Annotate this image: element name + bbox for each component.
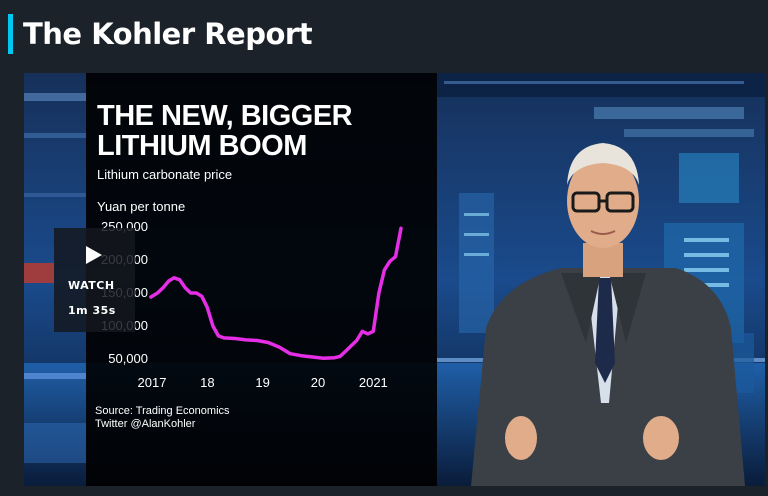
play-icon — [86, 246, 102, 264]
source-line-2: Twitter @AlanKohler — [95, 418, 196, 430]
lithium-price-chart: 250,000200,000150,000100,00050,000201718… — [101, 219, 403, 390]
headline-line-2: LITHIUM BOOM — [97, 130, 307, 162]
headline-line-1: THE NEW, BIGGER — [97, 100, 353, 132]
price-series-line — [149, 226, 403, 361]
y-axis-label: Yuan per tonne — [97, 199, 186, 214]
watch-label: WATCH — [68, 279, 115, 292]
presenter — [471, 143, 745, 486]
video-duration: 1m 35s — [68, 304, 116, 317]
x-tick-label: 2021 — [359, 375, 388, 390]
source-line-1: Source: Trading Economics — [95, 405, 230, 417]
watch-video-button[interactable]: WATCH 1m 35s — [54, 228, 135, 332]
chart-source: Source: Trading Economics Twitter @AlanK… — [95, 405, 230, 431]
section-title: The Kohler Report — [23, 17, 313, 51]
graphic-headline: THE NEW, BIGGER LITHIUM BOOM — [97, 100, 353, 162]
chart-graphic: THE NEW, BIGGER LITHIUM BOOM Lithium car… — [86, 73, 437, 486]
y-tick-label: 50,000 — [108, 351, 148, 366]
x-tick-label: 20 — [311, 375, 325, 390]
section-header: The Kohler Report — [8, 14, 313, 54]
accent-bar — [8, 14, 13, 54]
video-player[interactable]: THE NEW, BIGGER LITHIUM BOOM Lithium car… — [24, 73, 765, 486]
chart-subtitle: Lithium carbonate price — [97, 167, 233, 182]
x-tick-label: 19 — [255, 375, 269, 390]
x-tick-label: 18 — [200, 375, 214, 390]
x-tick-label: 2017 — [138, 375, 167, 390]
